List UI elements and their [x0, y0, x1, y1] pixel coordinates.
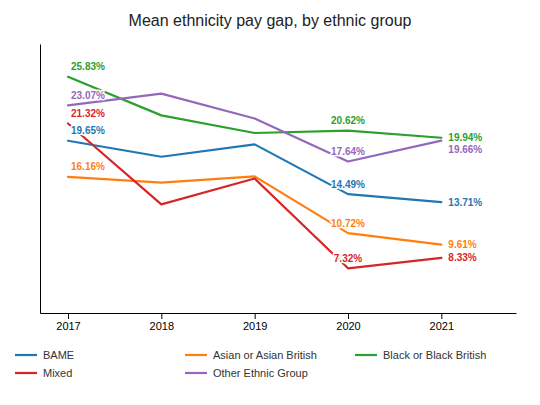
legend-swatch [355, 354, 377, 356]
x-tick-label: 2018 [150, 320, 174, 332]
series-line [68, 123, 441, 268]
x-tick-mark [68, 313, 69, 319]
legend-item: Asian or Asian British [185, 349, 317, 361]
data-labels: 25.83% 23.07% 21.32% 19.65% 16.16% 20.62% 17.6… [71, 61, 482, 264]
y-axis-line [40, 45, 41, 314]
data-label: 17.64% [331, 146, 365, 157]
data-label: 23.07% [71, 90, 105, 101]
x-tick-mark [255, 313, 256, 319]
series-line [68, 176, 441, 244]
data-label: 8.33% [448, 252, 476, 263]
legend-swatch [15, 372, 37, 374]
legend-item: BAME [15, 349, 74, 361]
x-tick: 2017 [56, 313, 80, 332]
chart: Mean ethnicity pay gap, by ethnic group 2… [0, 0, 540, 405]
legend-item: Mixed [15, 367, 72, 379]
x-tick: 2021 [430, 313, 454, 332]
legend-label: Other Ethnic Group [213, 367, 308, 379]
plot-area [68, 77, 441, 269]
x-tick-mark [441, 313, 442, 319]
x-tick-label: 2019 [243, 320, 267, 332]
series-line [68, 94, 441, 162]
x-tick-mark [161, 313, 162, 319]
data-label: 16.16% [71, 161, 105, 172]
data-label: 19.94% [448, 132, 482, 143]
legend: BAME Asian or Asian British Black or Black… [15, 349, 486, 379]
data-label: 7.32% [334, 253, 362, 264]
x-tick-label: 2020 [336, 320, 360, 332]
data-label: 21.32% [71, 108, 105, 119]
x-axis: 2017 2018 2019 2020 2021 [41, 313, 517, 332]
data-label: 25.83% [71, 61, 105, 72]
legend-label: Black or Black British [383, 349, 486, 361]
legend-label: Asian or Asian British [213, 349, 317, 361]
legend-label: BAME [43, 349, 74, 361]
x-tick-label: 2021 [430, 320, 454, 332]
x-tick-label: 2017 [56, 320, 80, 332]
legend-swatch [15, 354, 37, 356]
legend-item: Black or Black British [355, 349, 486, 361]
data-label: 13.71% [448, 197, 482, 208]
data-label: 9.61% [448, 239, 476, 250]
legend-swatch [185, 354, 207, 356]
x-tick: 2019 [243, 313, 267, 332]
legend-label: Mixed [43, 367, 72, 379]
x-axis-line [41, 313, 517, 314]
legend-swatch [185, 372, 207, 374]
data-label: 10.72% [331, 218, 365, 229]
data-label: 19.65% [71, 125, 105, 136]
y-axis [40, 45, 41, 314]
x-tick: 2018 [150, 313, 174, 332]
legend-item: Other Ethnic Group [185, 367, 308, 379]
data-label: 14.49% [331, 179, 365, 190]
x-tick: 2020 [336, 313, 360, 332]
x-tick-mark [348, 313, 349, 319]
data-label: 20.62% [331, 115, 365, 126]
series-line [68, 77, 441, 138]
data-label: 19.66% [448, 144, 482, 155]
title: Mean ethnicity pay gap, by ethnic group [129, 12, 412, 29]
